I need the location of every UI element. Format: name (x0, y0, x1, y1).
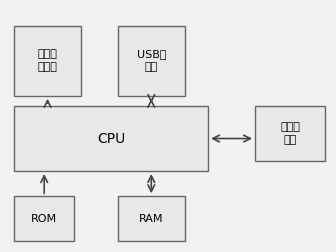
Bar (14, 196, 74, 241)
Text: 键盘控
制器: 键盘控 制器 (280, 122, 300, 145)
Text: CPU: CPU (97, 132, 125, 146)
Text: USB控
制器: USB控 制器 (136, 49, 166, 72)
Text: ROM: ROM (31, 214, 57, 224)
Text: 显示驱
动模块: 显示驱 动模块 (38, 49, 57, 72)
Bar (255, 106, 325, 161)
Bar (14, 106, 208, 171)
Bar (14, 26, 81, 96)
Bar (118, 26, 185, 96)
Bar (118, 196, 185, 241)
Text: RAM: RAM (139, 214, 164, 224)
